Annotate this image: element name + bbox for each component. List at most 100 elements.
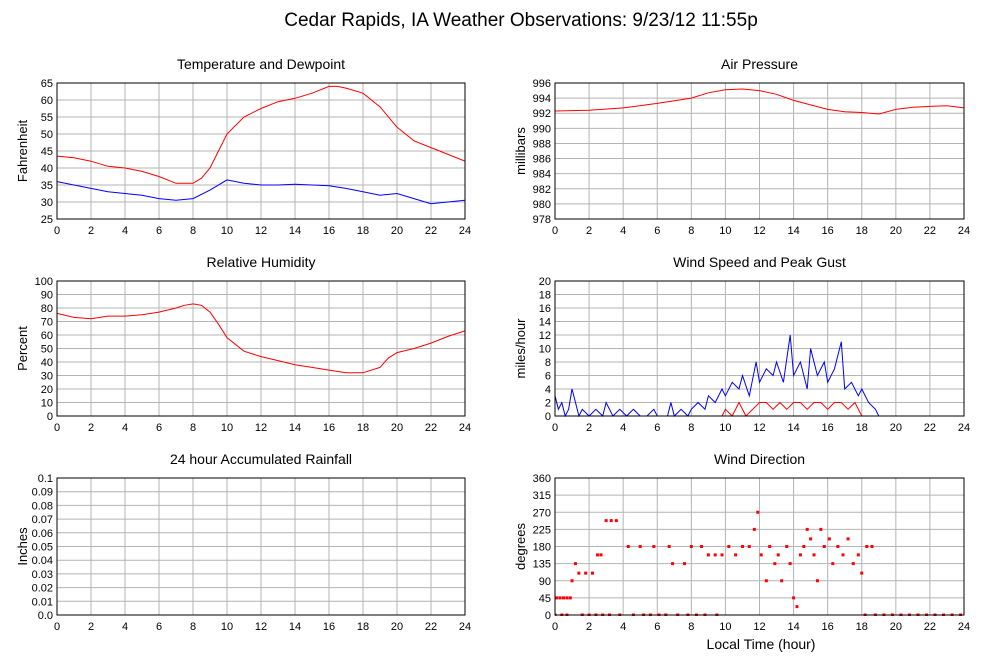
x-tick-label: 6 [156, 225, 162, 237]
x-tick-label: 24 [958, 621, 970, 633]
y-tick-label: 0 [47, 411, 53, 423]
chart-panel-0: 0 2 4 6 8 10 12 14 16 18 20 22 24253035404550556065T… [15, 56, 471, 237]
x-tick-label: 6 [156, 621, 162, 633]
x-tick-label: 16 [822, 225, 834, 237]
x-tick-label: 10 [221, 225, 233, 237]
x-tick-label: 8 [688, 225, 694, 237]
plot-marks [57, 85, 465, 205]
wind-direction-point [590, 571, 594, 575]
x-tick-label: 2 [88, 621, 94, 633]
y-tick-label: 20 [41, 384, 53, 396]
y-axis-label: Inches [15, 527, 30, 566]
x-tick-label: 0 [54, 225, 60, 237]
wind-direction-point [756, 510, 760, 514]
plot-frame [56, 280, 466, 417]
y-tick-label: 992 [533, 108, 551, 120]
x-tick-label: 0 [54, 621, 60, 633]
wind-direction-point [812, 553, 816, 557]
wind-direction-point [599, 553, 603, 557]
x-tick-label: 24 [958, 422, 970, 434]
y-tick-label: 990 [533, 123, 551, 135]
wind-direction-point [747, 545, 751, 548]
chart-panel-2: 0 2 4 6 8 10 12 14 16 18 20 22 240102030405060708090… [15, 254, 471, 434]
wind-direction-point [822, 545, 826, 548]
y-tick-label: 180 [533, 542, 551, 554]
x-tick-label: 0 [552, 621, 558, 633]
wind-direction-point [614, 519, 618, 523]
wind-direction-point [740, 545, 744, 548]
x-tick-label: 20 [890, 422, 902, 434]
chart-panel-5: 0 2 4 6 8 10 12 14 16 18 20 22 240459013518022527031… [513, 451, 970, 633]
wind-direction-point [577, 571, 581, 575]
x-tick-label: 4 [122, 422, 128, 434]
x-tick-label: 4 [620, 225, 626, 237]
chart-title: 24 hour Accumulated Rainfall [170, 451, 352, 467]
x-tick-label: 20 [890, 225, 902, 237]
y-axis-label: Percent [15, 326, 30, 371]
wind-direction-point [764, 579, 768, 583]
y-tick-label: 40 [41, 357, 53, 369]
y-tick-label: 315 [533, 490, 551, 502]
x-tick-label: 12 [255, 422, 267, 434]
x-tick-label: 10 [719, 621, 731, 633]
x-tick-label: 12 [753, 621, 765, 633]
wind-direction-point [683, 562, 687, 566]
x-tick-label: 6 [156, 422, 162, 434]
chart-title: Wind Speed and Peak Gust [673, 254, 846, 270]
wind-direction-point [706, 553, 710, 557]
wind-direction-point [860, 571, 864, 575]
wind-direction-point [734, 553, 738, 557]
chart-title: Temperature and Dewpoint [177, 56, 345, 72]
wind-direction-point [846, 537, 850, 541]
plot-marks [555, 88, 964, 115]
x-tick-label: 6 [654, 422, 660, 434]
y-tick-label: 60 [41, 330, 53, 342]
wind-direction-point [802, 545, 806, 548]
wind-direction-point [609, 519, 613, 523]
y-tick-label: 18 [539, 290, 551, 302]
y-tick-label: 30 [41, 371, 53, 383]
x-tick-label: 16 [822, 621, 834, 633]
y-tick-label: 0.08 [32, 500, 53, 512]
x-tick-label: 10 [719, 225, 731, 237]
wind-direction-point [788, 562, 792, 566]
wind-direction-point [809, 537, 813, 541]
plot-marks [57, 303, 465, 374]
x-tick-label: 18 [856, 621, 868, 633]
y-tick-label: 0.09 [32, 487, 53, 499]
wind-direction-point [604, 519, 608, 523]
wind-direction-point [638, 545, 642, 548]
y-tick-label: 12 [539, 330, 551, 342]
series-line-1 [57, 179, 465, 205]
x-tick-label: 14 [289, 225, 301, 237]
wind-direction-point [558, 596, 562, 600]
x-tick-label: 8 [190, 225, 196, 237]
x-tick-label: 14 [289, 422, 301, 434]
y-tick-label: 984 [533, 169, 551, 181]
x-tick-label: 10 [221, 422, 233, 434]
x-tick-label: 4 [620, 621, 626, 633]
wind-direction-point [565, 596, 569, 600]
wind-direction-point [870, 545, 874, 548]
wind-direction-point [759, 553, 763, 557]
y-tick-label: 0.07 [32, 514, 53, 526]
y-tick-label: 0 [545, 610, 551, 622]
x-tick-label: 8 [190, 422, 196, 434]
y-axis-label: degrees [513, 523, 528, 570]
y-tick-label: 4 [545, 384, 551, 396]
x-tick-label: 24 [459, 225, 471, 237]
y-tick-label: 0.03 [32, 569, 53, 581]
x-tick-label: 20 [391, 422, 403, 434]
wind-direction-point [568, 596, 572, 600]
x-tick-label: 14 [289, 621, 301, 633]
y-tick-label: 20 [539, 276, 551, 288]
y-tick-label: 50 [41, 129, 53, 141]
wind-direction-point [780, 579, 784, 583]
y-axis-label: miles/hour [513, 318, 528, 379]
chart-title: Wind Direction [714, 451, 805, 467]
x-tick-label: 24 [459, 621, 471, 633]
x-tick-label: 4 [122, 621, 128, 633]
wind-direction-point [819, 527, 823, 531]
